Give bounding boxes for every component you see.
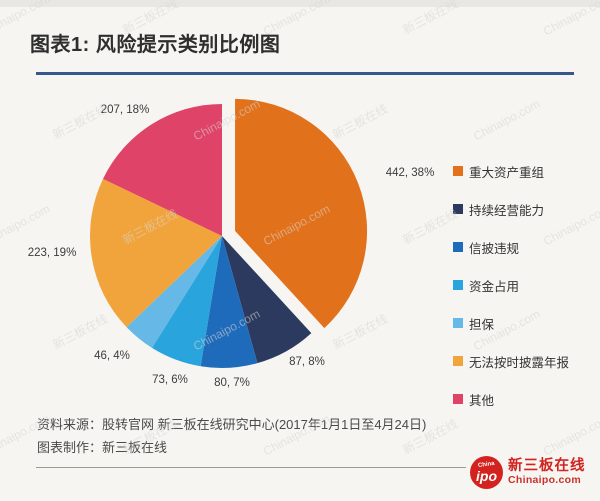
pie-slice-5 (126, 236, 222, 348)
legend-swatch-icon (453, 318, 463, 328)
ipo-circle-icon: China ipo (470, 456, 503, 489)
source-line: 资料来源：股转官网 新三板在线研究中心(2017年1月1日至4月24日) (37, 417, 427, 432)
pie-slice-7 (103, 104, 222, 236)
logo-name: 新三板在线 (508, 457, 586, 474)
logo-ipo-text: ipo (476, 468, 497, 484)
legend-item-1: 重大资产重组 (453, 152, 569, 190)
legend-label: 信披违规 (469, 241, 520, 256)
maker-line: 图表制作：新三板在线 (37, 440, 168, 455)
footer-divider (36, 467, 466, 468)
logo-site: Chinaipo.com (508, 473, 582, 486)
legend-swatch-icon (453, 356, 463, 366)
chinaipo-logo: China ipo 新三板在线 Chinaipo.com (470, 456, 586, 489)
legend-swatch-icon (453, 204, 463, 214)
legend-swatch-icon (453, 394, 463, 404)
legend-label: 其他 (469, 393, 495, 408)
legend-label: 无法按时披露年报 (469, 355, 570, 370)
legend-item-7: 其他 (453, 380, 569, 418)
top-edge-strip (0, 0, 600, 7)
legend-swatch-icon (453, 242, 463, 252)
legend-label: 重大资产重组 (469, 165, 545, 180)
pie-callout-3: 80, 7% (214, 377, 250, 389)
page-title: 图表1: 风险提示类别比例图 (30, 34, 281, 56)
pie-slice-6 (89, 178, 222, 328)
legend-swatch-icon (453, 166, 463, 176)
pie-slice-1 (235, 98, 368, 329)
pie-slice-3 (200, 236, 258, 368)
pie-callout-7: 207, 18% (100, 104, 150, 116)
legend-item-4: 资金占用 (453, 266, 569, 304)
pie-callout-5: 46, 4% (94, 350, 130, 362)
legend-item-3: 信披违规 (453, 228, 569, 266)
legend-item-2: 持续经营能力 (453, 190, 569, 228)
pie-callout-1: 442, 38% (385, 167, 435, 179)
legend-item-6: 无法按时披露年报 (453, 342, 569, 380)
pie-slice-2 (222, 236, 312, 364)
legend-label: 资金占用 (469, 279, 520, 294)
pie-callout-6: 223, 19% (27, 247, 77, 259)
title-divider (36, 72, 574, 75)
logo-wordmark: 新三板在线 Chinaipo.com (508, 457, 586, 486)
pie-callout-4: 73, 6% (152, 374, 188, 386)
chart-legend: 重大资产重组 持续经营能力 信披违规资金占用担保无法按时披露年报 其他 (453, 152, 569, 418)
pie-slice-4 (152, 236, 222, 367)
legend-label: 担保 (469, 317, 495, 332)
pie-callout-2: 87, 8% (289, 356, 325, 368)
legend-item-5: 担保 (453, 304, 569, 342)
legend-label: 持续经营能力 (469, 203, 545, 218)
footer-notes: 资料来源：股转官网 新三板在线研究中心(2017年1月1日至4月24日) 图表制… (37, 413, 426, 459)
legend-swatch-icon (453, 280, 463, 290)
